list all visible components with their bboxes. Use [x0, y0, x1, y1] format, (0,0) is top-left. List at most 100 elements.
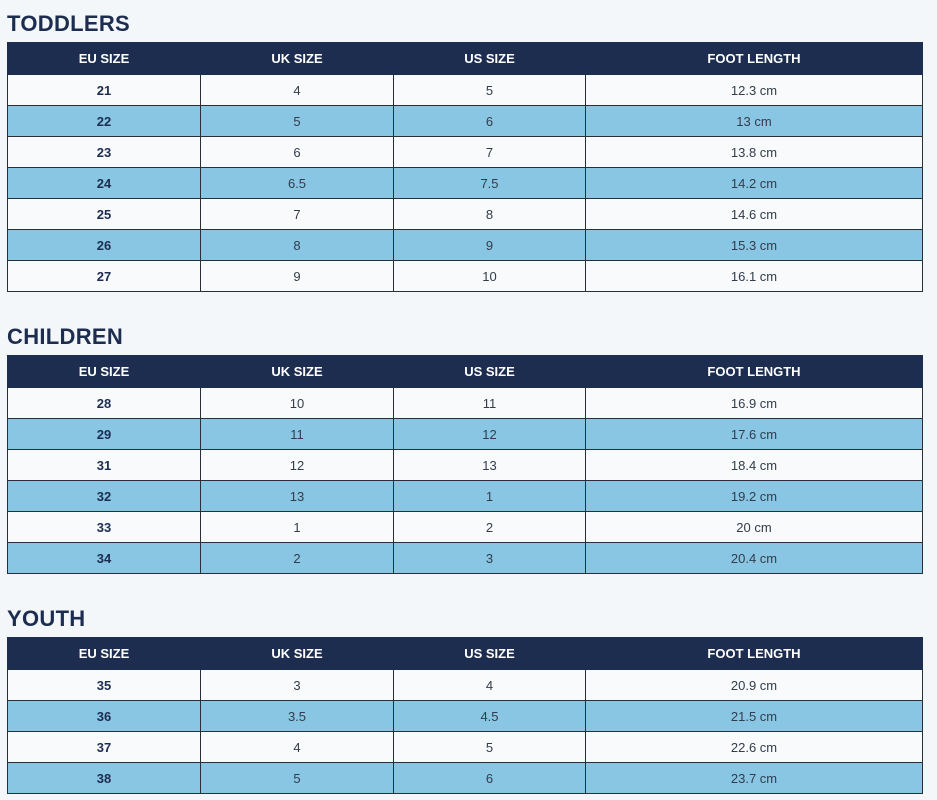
eu-size-cell: 36	[7, 700, 201, 732]
table-row: 32 13 1 19.2 cm	[7, 480, 923, 512]
foot-length-cell: 20.9 cm	[585, 669, 923, 701]
eu-size-cell: 31	[7, 449, 201, 481]
table-row: 29 11 12 17.6 cm	[7, 418, 923, 450]
us-size-cell: 13	[393, 449, 586, 481]
foot-length-cell: 18.4 cm	[585, 449, 923, 481]
us-size-cell: 4	[393, 669, 586, 701]
uk-size-cell: 10	[200, 387, 394, 419]
us-size-cell: 12	[393, 418, 586, 450]
eu-size-cell: 32	[7, 480, 201, 512]
column-header: EU SIZE	[7, 42, 201, 75]
section-title: YOUTH	[7, 606, 86, 631]
table-row: 24 6.5 7.5 14.2 cm	[7, 167, 923, 199]
uk-size-cell: 1	[200, 511, 394, 543]
column-header: FOOT LENGTH	[585, 42, 923, 75]
us-size-cell: 7	[393, 136, 586, 168]
us-size-cell: 4.5	[393, 700, 586, 732]
table-row: 38 5 6 23.7 cm	[7, 762, 923, 794]
us-size-cell: 11	[393, 387, 586, 419]
table-row: 23 6 7 13.8 cm	[7, 136, 923, 168]
section-title: CHILDREN	[7, 324, 124, 349]
foot-length-cell: 13.8 cm	[585, 136, 923, 168]
uk-size-cell: 4	[200, 74, 394, 106]
uk-size-cell: 6.5	[200, 167, 394, 199]
table-row: 21 4 5 12.3 cm	[7, 74, 923, 106]
header-row: EU SIZE UK SIZE US SIZE FOOT LENGTH	[7, 355, 923, 388]
us-size-cell: 5	[393, 731, 586, 763]
foot-length-cell: 14.6 cm	[585, 198, 923, 230]
us-size-cell: 1	[393, 480, 586, 512]
uk-size-cell: 3.5	[200, 700, 394, 732]
eu-size-cell: 38	[7, 762, 201, 794]
foot-length-cell: 17.6 cm	[585, 418, 923, 450]
eu-size-cell: 37	[7, 731, 201, 763]
foot-length-cell: 14.2 cm	[585, 167, 923, 199]
foot-length-cell: 20 cm	[585, 511, 923, 543]
uk-size-cell: 4	[200, 731, 394, 763]
header-row: EU SIZE UK SIZE US SIZE FOOT LENGTH	[7, 637, 923, 670]
uk-size-cell: 7	[200, 198, 394, 230]
table-row: 22 5 6 13 cm	[7, 105, 923, 137]
eu-size-cell: 21	[7, 74, 201, 106]
uk-size-cell: 9	[200, 260, 394, 292]
uk-size-cell: 6	[200, 136, 394, 168]
uk-size-cell: 8	[200, 229, 394, 261]
eu-size-cell: 29	[7, 418, 201, 450]
foot-length-cell: 13 cm	[585, 105, 923, 137]
column-header: EU SIZE	[7, 355, 201, 388]
uk-size-cell: 2	[200, 542, 394, 574]
column-header: US SIZE	[393, 355, 586, 388]
header-row: EU SIZE UK SIZE US SIZE FOOT LENGTH	[7, 42, 923, 75]
size-table: EU SIZE UK SIZE US SIZE FOOT LENGTH 35 3 4 20.9…	[7, 637, 923, 794]
size-table: EU SIZE UK SIZE US SIZE FOOT LENGTH 28 10 11 16…	[7, 355, 923, 574]
column-header: UK SIZE	[200, 355, 394, 388]
us-size-cell: 5	[393, 74, 586, 106]
uk-size-cell: 5	[200, 105, 394, 137]
us-size-cell: 6	[393, 105, 586, 137]
eu-size-cell: 22	[7, 105, 201, 137]
table-row: 28 10 11 16.9 cm	[7, 387, 923, 419]
eu-size-cell: 33	[7, 511, 201, 543]
column-header: UK SIZE	[200, 42, 394, 75]
uk-size-cell: 11	[200, 418, 394, 450]
table-row: 27 9 10 16.1 cm	[7, 260, 923, 292]
us-size-cell: 2	[393, 511, 586, 543]
eu-size-cell: 35	[7, 669, 201, 701]
foot-length-cell: 22.6 cm	[585, 731, 923, 763]
us-size-cell: 8	[393, 198, 586, 230]
foot-length-cell: 15.3 cm	[585, 229, 923, 261]
eu-size-cell: 28	[7, 387, 201, 419]
uk-size-cell: 3	[200, 669, 394, 701]
column-header: US SIZE	[393, 637, 586, 670]
foot-length-cell: 19.2 cm	[585, 480, 923, 512]
uk-size-cell: 13	[200, 480, 394, 512]
size-table: EU SIZE UK SIZE US SIZE FOOT LENGTH 21 4 5 12.3…	[7, 42, 923, 292]
table-row: 35 3 4 20.9 cm	[7, 669, 923, 701]
uk-size-cell: 5	[200, 762, 394, 794]
foot-length-cell: 12.3 cm	[585, 74, 923, 106]
foot-length-cell: 23.7 cm	[585, 762, 923, 794]
table-row: 33 1 2 20 cm	[7, 511, 923, 543]
column-header: US SIZE	[393, 42, 586, 75]
us-size-cell: 9	[393, 229, 586, 261]
table-row: 25 7 8 14.6 cm	[7, 198, 923, 230]
us-size-cell: 10	[393, 260, 586, 292]
table-row: 31 12 13 18.4 cm	[7, 449, 923, 481]
eu-size-cell: 25	[7, 198, 201, 230]
table-row: 37 4 5 22.6 cm	[7, 731, 923, 763]
foot-length-cell: 16.9 cm	[585, 387, 923, 419]
foot-length-cell: 20.4 cm	[585, 542, 923, 574]
foot-length-cell: 21.5 cm	[585, 700, 923, 732]
column-header: EU SIZE	[7, 637, 201, 670]
eu-size-cell: 24	[7, 167, 201, 199]
eu-size-cell: 23	[7, 136, 201, 168]
column-header: FOOT LENGTH	[585, 637, 923, 670]
table-row: 36 3.5 4.5 21.5 cm	[7, 700, 923, 732]
us-size-cell: 7.5	[393, 167, 586, 199]
us-size-cell: 6	[393, 762, 586, 794]
uk-size-cell: 12	[200, 449, 394, 481]
column-header: UK SIZE	[200, 637, 394, 670]
eu-size-cell: 26	[7, 229, 201, 261]
column-header: FOOT LENGTH	[585, 355, 923, 388]
